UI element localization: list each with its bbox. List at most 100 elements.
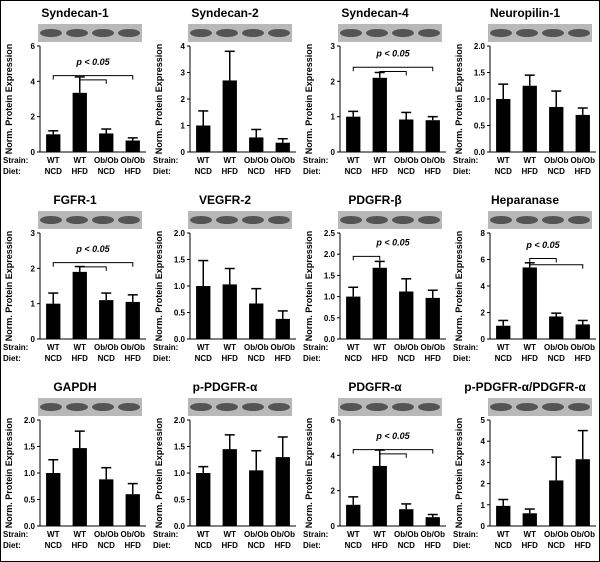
strain-tick-label: WT <box>224 156 237 165</box>
y-tick-label: 2 <box>31 113 36 122</box>
bar <box>496 325 511 339</box>
diet-tick-label: NCD <box>495 354 513 363</box>
diet-tick-label: NCD <box>495 167 513 176</box>
diet-tick-label: NCD <box>98 541 116 550</box>
diet-tick-label: HFD <box>575 167 592 176</box>
panel-title: Heparanase <box>491 193 559 207</box>
bar <box>575 324 590 339</box>
blot-band <box>268 216 290 224</box>
diet-label: Diet: <box>153 541 171 550</box>
blot-band <box>216 29 238 37</box>
bar <box>275 457 290 526</box>
strain-tick-label: Ob/Ob <box>421 343 446 352</box>
blot-band <box>92 403 114 411</box>
strain-label: Strain: <box>303 530 328 539</box>
strain-tick-label: WT <box>374 156 387 165</box>
y-axis-label: Norm. Protein Expression <box>4 231 14 342</box>
diet-tick-label: NCD <box>398 541 416 550</box>
blot-band <box>418 29 440 37</box>
significance-annotation: p < 0.05 <box>75 244 110 254</box>
blot-band <box>340 29 362 37</box>
bar <box>522 85 537 152</box>
y-tick-label: 1.0 <box>174 282 186 291</box>
blot-image <box>488 398 592 416</box>
significance-bracket <box>379 70 407 76</box>
y-tick-label: 0.5 <box>474 122 486 131</box>
diet-tick-label: HFD <box>222 541 239 550</box>
strain-tick-label: WT <box>524 156 537 165</box>
y-tick-label: 1 <box>181 122 186 131</box>
panel-title: FGFR-1 <box>53 193 97 207</box>
diet-label: Diet: <box>453 354 471 363</box>
significance-bracket <box>529 264 584 269</box>
blot-band <box>542 403 564 411</box>
blot-image <box>188 211 292 229</box>
y-tick-label: 3 <box>331 42 336 51</box>
bar <box>249 137 264 152</box>
bar <box>99 479 114 526</box>
diet-label: Diet: <box>153 167 171 176</box>
blot-band <box>242 216 264 224</box>
y-tick-label: 0.5 <box>174 496 186 505</box>
blot-band <box>268 403 290 411</box>
strain-tick-label: WT <box>197 530 210 539</box>
y-tick-label: 1 <box>481 501 486 510</box>
blot-band <box>216 403 238 411</box>
blot-band <box>66 403 88 411</box>
blot-image <box>338 24 442 42</box>
strain-label: Strain: <box>303 156 328 165</box>
bar <box>125 140 140 152</box>
strain-tick-label: Ob/Ob <box>394 343 419 352</box>
strain-tick-label: Ob/Ob <box>571 156 596 165</box>
diet-tick-label: NCD <box>248 167 266 176</box>
y-tick-label: 1.0 <box>24 469 36 478</box>
blot-band <box>366 29 388 37</box>
bar <box>372 267 387 339</box>
y-tick-label: 0 <box>331 148 336 157</box>
blot-band <box>118 29 140 37</box>
y-tick-label: 1.0 <box>174 469 186 478</box>
y-tick-label: 3 <box>31 229 36 238</box>
strain-label: Strain: <box>153 156 178 165</box>
y-tick-label: 0.5 <box>324 314 336 323</box>
strain-tick-label: WT <box>347 530 360 539</box>
blot-band <box>118 403 140 411</box>
blot-band <box>242 29 264 37</box>
y-tick-label: 2 <box>31 264 36 273</box>
bar <box>522 513 537 526</box>
bar <box>222 80 237 152</box>
significance-bracket <box>352 255 381 261</box>
strain-label: Strain: <box>153 530 178 539</box>
diet-tick-label: HFD <box>125 354 142 363</box>
y-tick-label: 6 <box>481 256 486 265</box>
diet-tick-label: NCD <box>398 354 416 363</box>
significance-bracket <box>529 257 557 263</box>
blot-image <box>488 211 592 229</box>
bar <box>346 296 361 339</box>
y-tick-label: 0.0 <box>174 335 186 344</box>
blot-band <box>392 216 414 224</box>
y-tick-label: 4 <box>481 437 486 446</box>
diet-tick-label: HFD <box>522 354 539 363</box>
strain-tick-label: WT <box>197 343 210 352</box>
bar <box>46 473 61 526</box>
diet-tick-label: NCD <box>195 167 213 176</box>
panel-title: VEGFR-2 <box>199 193 251 207</box>
bar <box>575 459 590 526</box>
strain-tick-label: Ob/Ob <box>121 343 146 352</box>
strain-tick-label: Ob/Ob <box>244 156 269 165</box>
bar <box>275 142 290 152</box>
bar <box>399 291 414 339</box>
y-tick-label: 8 <box>481 229 486 238</box>
y-tick-label: 4 <box>181 42 186 51</box>
y-tick-label: 1.5 <box>474 69 486 78</box>
strain-tick-label: WT <box>47 343 60 352</box>
strain-tick-label: Ob/Ob <box>544 343 569 352</box>
bar <box>372 77 387 152</box>
strain-tick-label: WT <box>374 530 387 539</box>
y-tick-label: 6 <box>31 42 36 51</box>
diet-label: Diet: <box>3 354 21 363</box>
bar <box>196 286 211 339</box>
diet-label: Diet: <box>303 541 321 550</box>
